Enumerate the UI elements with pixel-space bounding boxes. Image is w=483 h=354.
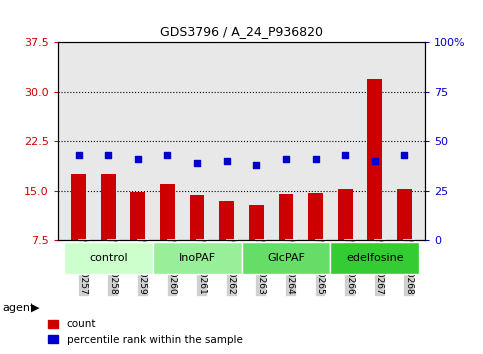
Text: GlcPAF: GlcPAF	[267, 253, 305, 263]
Text: agent: agent	[2, 303, 35, 313]
Text: GSM520266: GSM520266	[345, 240, 354, 295]
Text: control: control	[89, 253, 128, 263]
Text: InoPAF: InoPAF	[179, 253, 215, 263]
Bar	[308, 193, 323, 290]
Text: GSM520260: GSM520260	[168, 240, 176, 295]
Point	[164, 152, 171, 158]
FancyBboxPatch shape	[153, 242, 242, 274]
Text: GSM520268: GSM520268	[404, 240, 413, 295]
Point	[223, 158, 230, 164]
Point	[371, 158, 379, 164]
Point	[341, 152, 349, 158]
Text: edelfosine: edelfosine	[346, 253, 403, 263]
FancyBboxPatch shape	[64, 242, 153, 274]
Text: ▶: ▶	[31, 303, 40, 313]
Text: GDS3796 / A_24_P936820: GDS3796 / A_24_P936820	[160, 25, 323, 38]
FancyBboxPatch shape	[242, 242, 330, 274]
Text: GSM520261: GSM520261	[197, 240, 206, 295]
Bar	[219, 201, 234, 290]
Bar	[130, 192, 145, 290]
Point	[312, 156, 319, 162]
Point	[253, 162, 260, 168]
Point	[75, 152, 83, 158]
Bar	[190, 195, 204, 290]
Text: GSM520262: GSM520262	[227, 240, 236, 295]
Bar	[397, 189, 412, 290]
Text: GSM520267: GSM520267	[375, 240, 384, 295]
Point	[400, 152, 408, 158]
FancyBboxPatch shape	[330, 242, 419, 274]
Legend: count, percentile rank within the sample: count, percentile rank within the sample	[44, 315, 247, 349]
Bar	[249, 205, 264, 290]
Point	[193, 160, 201, 166]
Bar	[160, 184, 175, 290]
Bar	[71, 174, 86, 290]
Bar	[101, 174, 116, 290]
Bar	[279, 194, 293, 290]
Bar	[338, 189, 353, 290]
Point	[104, 152, 112, 158]
Text: GSM520257: GSM520257	[79, 240, 88, 295]
Bar	[367, 79, 382, 290]
Text: GSM520258: GSM520258	[108, 240, 117, 295]
Text: GSM520259: GSM520259	[138, 240, 147, 295]
Text: GSM520265: GSM520265	[315, 240, 325, 295]
Point	[134, 156, 142, 162]
Text: GSM520263: GSM520263	[256, 240, 265, 295]
Text: GSM520264: GSM520264	[286, 240, 295, 295]
Point	[282, 156, 290, 162]
